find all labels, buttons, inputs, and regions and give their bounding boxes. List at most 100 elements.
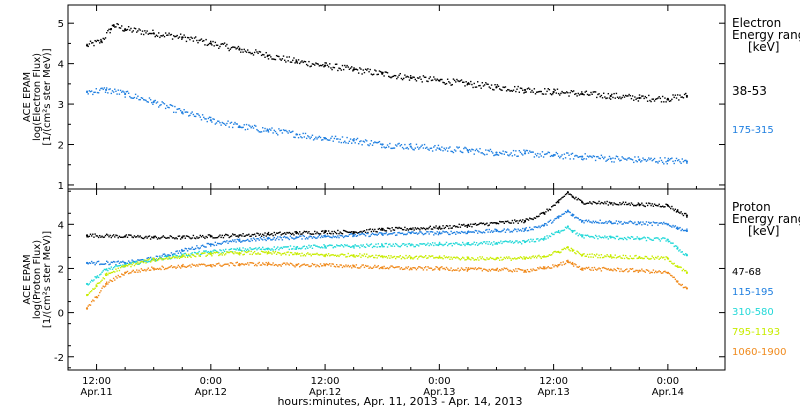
data-dot: [505, 229, 508, 231]
data-dot: [266, 264, 269, 267]
data-dot: [435, 233, 437, 235]
data-dot: [235, 48, 237, 50]
data-dot: [311, 134, 314, 136]
data-dot: [201, 252, 204, 255]
data-dot: [258, 234, 260, 236]
data-dot: [271, 248, 273, 250]
data-dot: [207, 242, 210, 245]
data-dot: [652, 98, 655, 100]
data-dot: [608, 256, 611, 258]
data-dot: [605, 160, 607, 162]
data-dot: [119, 89, 122, 92]
data-dot: [664, 97, 666, 99]
data-dot: [668, 159, 671, 161]
data-dot: [619, 96, 621, 98]
data-dot: [117, 265, 119, 267]
data-dot: [456, 146, 458, 148]
data-point: [295, 232, 298, 235]
data-dot: [390, 230, 392, 232]
data-dot: [229, 122, 232, 124]
data-dot: [488, 228, 490, 231]
data-dot: [139, 29, 141, 31]
data-dot: [618, 238, 620, 241]
data-dot: [464, 85, 466, 87]
data-dot: [136, 261, 138, 263]
data-dot: [354, 266, 356, 268]
data-dot: [477, 244, 479, 247]
data-dot: [643, 236, 645, 238]
data-dot: [174, 253, 176, 255]
data-dot: [362, 255, 364, 257]
data-dot: [288, 254, 291, 256]
data-dot: [87, 305, 89, 307]
data-dot: [568, 211, 570, 213]
data-dot: [527, 219, 530, 221]
data-dot: [448, 269, 450, 271]
data-dot: [108, 281, 110, 283]
data-dot: [600, 254, 603, 256]
data-dot: [164, 254, 167, 257]
data-dot: [287, 263, 289, 265]
data-dot: [474, 222, 477, 225]
data-point: [95, 285, 98, 288]
data-dot: [210, 116, 212, 119]
data-dot: [533, 240, 536, 243]
data-dot: [602, 222, 605, 224]
data-dot: [659, 205, 662, 208]
data-dot: [357, 231, 360, 234]
data-dot: [253, 264, 256, 267]
data-point: [266, 251, 270, 255]
data-dot: [344, 265, 346, 268]
data-dot: [553, 251, 555, 253]
data-dot: [384, 267, 386, 270]
data-dot: [116, 234, 118, 237]
data-dot: [440, 257, 442, 259]
data-dot: [134, 260, 137, 263]
data-dot: [585, 266, 588, 269]
data-dot: [223, 250, 226, 253]
data-dot: [126, 28, 129, 31]
data-dot: [571, 248, 574, 251]
data-dot: [154, 259, 156, 261]
data-dot: [233, 240, 235, 243]
data-dot: [474, 267, 477, 269]
data-dot: [644, 255, 647, 258]
data-dot: [572, 158, 575, 160]
data-dot: [356, 69, 359, 71]
data-dot: [108, 263, 110, 266]
data-dot: [351, 231, 353, 233]
data-dot: [537, 215, 539, 218]
data-dot: [559, 157, 561, 159]
data-dot: [353, 232, 355, 234]
data-dot: [194, 36, 197, 38]
data-dot: [144, 30, 146, 32]
data-dot: [349, 231, 352, 233]
data-dot: [414, 227, 416, 229]
data-point: [638, 269, 641, 272]
data-dot: [342, 68, 345, 71]
data-dot: [388, 146, 390, 148]
data-dot: [597, 268, 599, 270]
data-dot: [348, 233, 351, 236]
data-dot: [225, 124, 227, 126]
data-dot: [561, 248, 563, 251]
data-dot: [159, 255, 161, 257]
data-dot: [235, 249, 237, 251]
data-dot: [612, 96, 614, 99]
data-dot: [167, 254, 169, 256]
data-dot: [256, 238, 258, 240]
data-dot: [391, 233, 393, 235]
data-dot: [337, 245, 339, 247]
data-dot: [320, 253, 323, 256]
data-dot: [140, 260, 143, 263]
data-dot: [510, 230, 512, 233]
data-point: [523, 269, 527, 272]
data-dot: [664, 270, 666, 273]
data-dot: [282, 262, 285, 264]
data-dot: [655, 256, 657, 259]
proton-panel: -202412:00Apr.110:00Apr.1212:00Apr.120:0…: [22, 188, 800, 398]
x-tick-label-date: Apr.11: [80, 387, 112, 398]
data-dot: [446, 244, 449, 247]
data-dot: [554, 264, 556, 267]
data-dot: [601, 97, 604, 99]
